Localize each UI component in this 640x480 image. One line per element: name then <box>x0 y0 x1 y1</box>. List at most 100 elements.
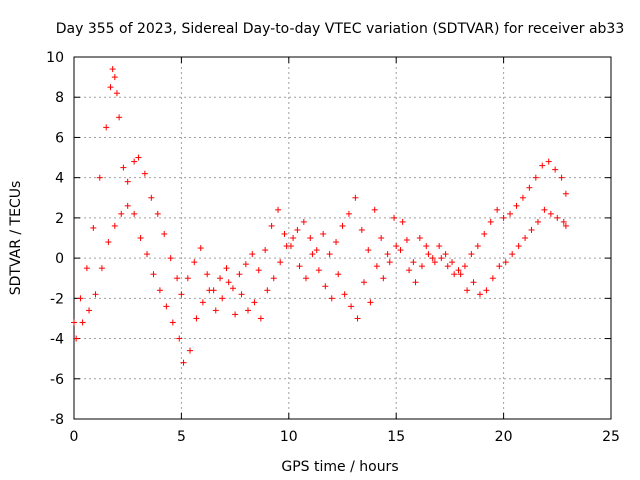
data-point <box>348 303 355 310</box>
data-point <box>397 247 404 254</box>
data-point <box>455 267 462 274</box>
x-tick-label: 10 <box>280 429 298 445</box>
data-point <box>487 218 494 225</box>
data-point <box>120 164 127 171</box>
data-point <box>307 235 314 241</box>
data-point <box>502 259 509 266</box>
data-point <box>232 311 239 318</box>
data-point <box>474 243 481 250</box>
data-point <box>137 235 144 241</box>
data-point <box>268 222 275 229</box>
chart-title: Day 355 of 2023, Sidereal Day-to-day VTE… <box>56 21 625 37</box>
data-point <box>507 210 514 217</box>
axis-ticks: 0 5 10 15 20 25 -8 -6 -4 -2 0 2 4 6 8 10 <box>46 50 620 445</box>
data-point <box>333 239 340 246</box>
data-point <box>528 226 535 233</box>
data-point <box>522 235 529 241</box>
data-point <box>449 259 456 266</box>
data-point <box>148 194 155 201</box>
data-point <box>249 251 256 258</box>
data-point <box>219 295 226 302</box>
data-point <box>300 218 307 225</box>
data-point <box>416 235 423 241</box>
data-point <box>131 210 138 217</box>
data-point <box>199 299 206 306</box>
data-point <box>373 263 380 270</box>
data-point <box>391 214 398 221</box>
data-point <box>109 66 116 73</box>
data-point <box>141 170 148 177</box>
data-point <box>154 210 161 217</box>
data-point <box>431 259 438 266</box>
data-point <box>229 285 236 292</box>
data-point <box>111 222 118 229</box>
data-point <box>176 335 183 342</box>
data-point <box>180 359 187 366</box>
data-point <box>352 194 359 201</box>
data-point <box>217 275 224 282</box>
data-point <box>262 247 269 254</box>
data-point <box>496 263 503 270</box>
data-point <box>277 259 284 266</box>
data-point <box>436 243 443 250</box>
data-point <box>296 263 303 270</box>
data-point <box>290 235 297 241</box>
data-point <box>193 315 200 322</box>
grid-lines <box>74 57 611 419</box>
data-point <box>483 287 490 294</box>
data-point <box>345 210 352 217</box>
data-point <box>444 263 451 270</box>
data-point <box>238 291 245 298</box>
data-point <box>547 210 554 217</box>
y-tick-label: 2 <box>55 211 64 227</box>
data-point <box>156 287 163 294</box>
data-point <box>560 218 567 225</box>
data-point <box>283 243 290 250</box>
data-point <box>96 174 103 181</box>
data-point <box>113 90 120 97</box>
data-point <box>360 279 367 286</box>
data-point <box>103 124 110 131</box>
data-point <box>161 230 168 237</box>
data-point <box>86 307 93 314</box>
data-point <box>107 84 114 91</box>
data-point <box>144 251 151 258</box>
data-point <box>309 251 316 258</box>
data-point <box>313 247 320 254</box>
data-point <box>184 275 191 282</box>
x-axis-label: GPS time / hours <box>281 459 398 475</box>
data-point <box>111 74 118 81</box>
data-point <box>339 222 346 229</box>
x-tick-label: 5 <box>177 429 186 445</box>
x-tick-label: 0 <box>70 429 79 445</box>
data-point <box>167 255 174 262</box>
data-point <box>251 299 258 306</box>
y-tick-label: 8 <box>55 90 64 106</box>
data-point <box>294 226 301 233</box>
data-point <box>519 194 526 201</box>
data-point <box>451 271 458 278</box>
data-point <box>489 275 496 282</box>
x-tick-label: 15 <box>387 429 405 445</box>
data-point <box>526 184 533 191</box>
data-point <box>515 243 522 250</box>
data-point <box>464 287 471 294</box>
data-point <box>320 230 327 237</box>
data-point <box>169 319 176 326</box>
data-point <box>197 245 204 252</box>
data-point <box>365 247 372 254</box>
data-point <box>558 174 565 181</box>
data-point <box>509 251 516 258</box>
data-point <box>92 291 99 298</box>
data-point <box>380 275 387 282</box>
data-point <box>541 206 548 213</box>
data-point <box>105 239 112 246</box>
data-point <box>532 174 539 181</box>
data-point <box>358 226 365 233</box>
y-tick-label: -8 <box>50 412 64 428</box>
data-point <box>225 279 232 286</box>
data-point <box>257 315 264 322</box>
y-tick-label: -2 <box>50 291 64 307</box>
data-point <box>264 287 271 294</box>
data-point <box>386 259 393 266</box>
